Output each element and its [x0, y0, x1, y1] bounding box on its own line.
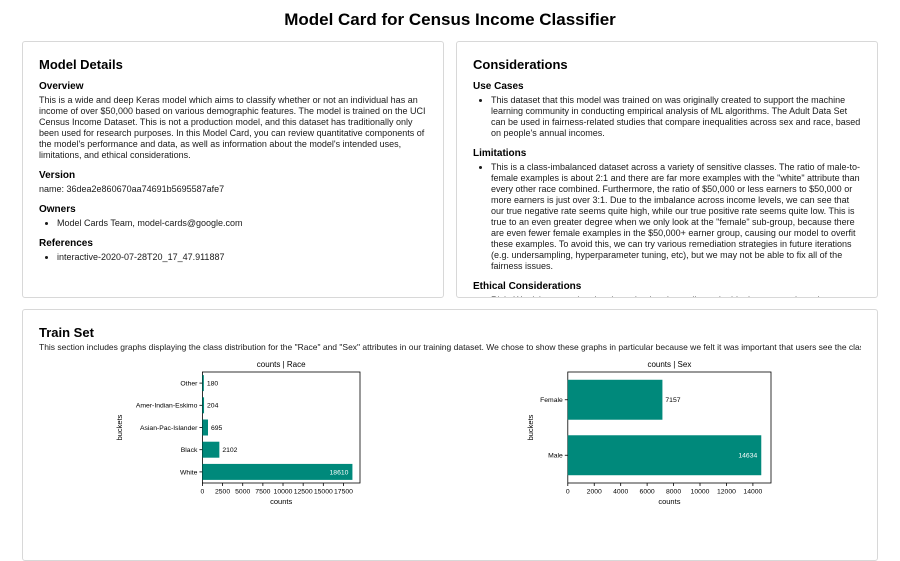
svg-text:180: 180	[206, 381, 218, 388]
ethical-considerations-list: Risk: We risk expressing the viewpoint t…	[473, 295, 861, 297]
overview-text: This is a wide and deep Keras model whic…	[39, 95, 426, 160]
svg-text:5000: 5000	[235, 489, 250, 496]
train-set-description: This section includes graphs displaying …	[39, 342, 861, 352]
svg-text:12500: 12500	[293, 489, 312, 496]
version-heading: Version	[39, 169, 76, 181]
limitations-list: This is a class-imbalanced dataset acros…	[473, 162, 861, 272]
svg-text:8000: 8000	[666, 489, 681, 496]
use-cases-heading: Use Cases	[473, 81, 524, 92]
svg-text:18610: 18610	[329, 470, 348, 477]
top-cards-row: Model Details Overview This is a wide an…	[22, 41, 878, 298]
svg-text:2500: 2500	[214, 489, 229, 496]
svg-text:12000: 12000	[716, 489, 735, 496]
svg-text:14634: 14634	[738, 453, 757, 460]
svg-text:counts: counts	[270, 497, 292, 506]
limitations-heading: Limitations	[473, 147, 527, 159]
svg-text:14000: 14000	[743, 489, 762, 496]
version-text: name: 36dea2e860670aa74691b5695587afe7	[39, 183, 225, 194]
svg-text:counts | Race: counts | Race	[256, 360, 305, 369]
model-details-card: Model Details Overview This is a wide an…	[22, 41, 444, 298]
svg-text:10000: 10000	[690, 489, 709, 496]
svg-text:White: White	[180, 470, 198, 477]
svg-text:Female: Female	[540, 398, 563, 405]
svg-text:buckets: buckets	[526, 415, 535, 441]
references-list: interactive-2020-07-28T20_17_47.911887	[39, 252, 427, 263]
svg-text:Male: Male	[548, 453, 563, 460]
considerations-card: Considerations Use Cases This dataset th…	[456, 41, 878, 298]
train-set-card: Train Set This section includes graphs d…	[22, 309, 878, 561]
ethical-consideration-item: Risk: We risk expressing the viewpoint t…	[491, 295, 861, 297]
svg-text:695: 695	[211, 425, 223, 432]
overview-heading: Overview	[39, 81, 84, 92]
owners-list: Model Cards Team, model-cards@google.com	[39, 218, 427, 229]
svg-text:Black: Black	[180, 447, 197, 454]
svg-text:7157: 7157	[665, 398, 680, 405]
references-heading: References	[39, 237, 93, 249]
svg-text:10000: 10000	[273, 489, 292, 496]
svg-text:counts | Sex: counts | Sex	[647, 360, 691, 369]
use-case-item: This dataset that this model was trained…	[491, 95, 861, 139]
page-title: Model Card for Census Income Classifier	[284, 10, 616, 29]
train-set-title: Train Set	[39, 325, 94, 340]
use-cases-list: This dataset that this model was trained…	[473, 95, 861, 139]
svg-text:204: 204	[207, 403, 219, 410]
svg-text:Amer-Indian-Eskimo: Amer-Indian-Eskimo	[135, 403, 197, 410]
svg-text:counts: counts	[658, 497, 680, 506]
svg-text:buckets: buckets	[115, 415, 124, 441]
svg-text:6000: 6000	[639, 489, 654, 496]
svg-text:Asian-Pac-Islander: Asian-Pac-Islander	[139, 425, 197, 432]
race-distribution-bar-chart: counts | Race 0 2500 5000 7500 10000 12500 1500…	[115, 360, 360, 506]
svg-text:0: 0	[565, 489, 569, 496]
svg-text:4000: 4000	[613, 489, 628, 496]
sex-distribution-bar-chart: counts | Sex 0 2000 4000 6000 8000 10000 12000 1…	[526, 360, 771, 506]
owner-item: Model Cards Team, model-cards@google.com	[57, 218, 427, 229]
svg-text:0: 0	[200, 489, 204, 496]
train-set-charts-row: counts | Race 0 2500 5000 7500 10000 12500 1500…	[39, 357, 861, 509]
limitation-item: This is a class-imbalanced dataset acros…	[491, 162, 861, 272]
considerations-title: Considerations	[473, 57, 568, 72]
svg-text:17500: 17500	[334, 489, 353, 496]
svg-text:7500: 7500	[255, 489, 270, 496]
ethical-considerations-heading: Ethical Considerations	[473, 280, 582, 292]
svg-text:Other: Other	[180, 381, 198, 388]
svg-text:2102: 2102	[222, 447, 237, 454]
owners-heading: Owners	[39, 203, 76, 215]
svg-text:2000: 2000	[586, 489, 601, 496]
model-details-title: Model Details	[39, 57, 123, 72]
reference-item: interactive-2020-07-28T20_17_47.911887	[57, 252, 427, 263]
svg-text:15000: 15000	[313, 489, 332, 496]
